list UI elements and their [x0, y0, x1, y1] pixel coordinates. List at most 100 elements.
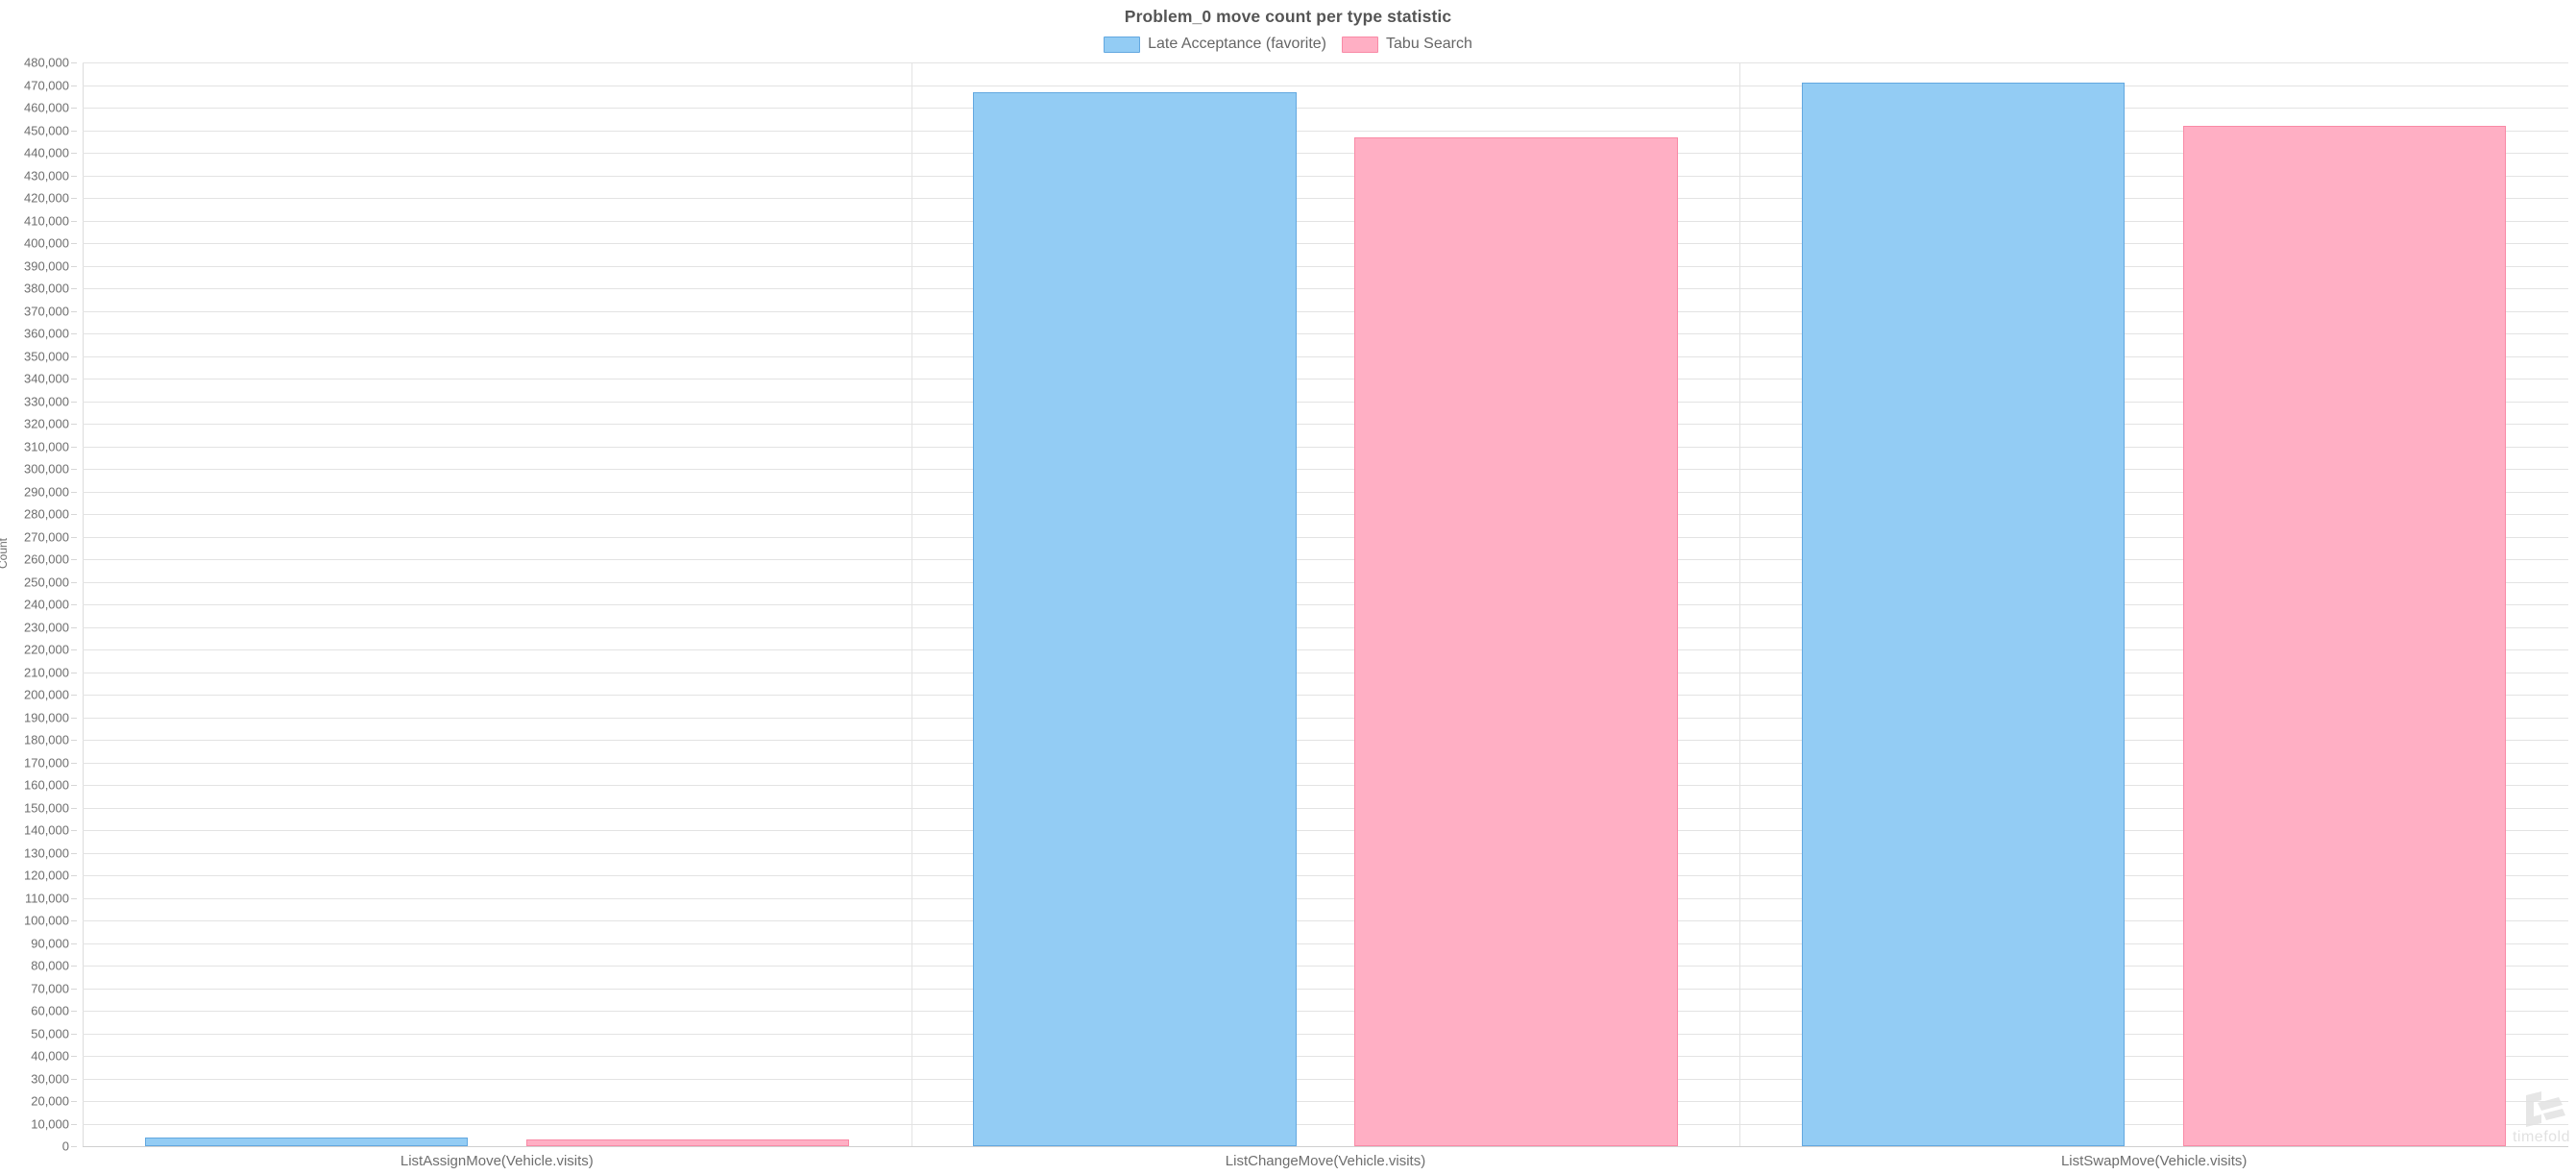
y-tick-label: 250,000	[24, 575, 69, 589]
gridline	[83, 220, 2568, 222]
gridline	[83, 1101, 2568, 1102]
bar[interactable]	[144, 1137, 469, 1146]
gridline	[83, 740, 2568, 741]
y-tick-label: 430,000	[24, 168, 69, 183]
y-tick-mark	[71, 559, 77, 560]
y-tick-label: 180,000	[24, 732, 69, 747]
y-tick-label: 450,000	[24, 123, 69, 137]
y-tick-label: 340,000	[24, 371, 69, 386]
bar[interactable]	[1354, 136, 1678, 1146]
gridline	[83, 469, 2568, 470]
y-tick-mark	[71, 1146, 77, 1147]
bar[interactable]	[2182, 125, 2507, 1146]
y-tick-label: 80,000	[31, 958, 69, 973]
gridline	[83, 153, 2568, 154]
legend-label: Late Acceptance (favorite)	[1148, 36, 1327, 52]
gridline	[83, 175, 2568, 177]
gridline	[83, 852, 2568, 854]
y-tick-label: 230,000	[24, 620, 69, 634]
gridline	[83, 785, 2568, 786]
gridline	[83, 626, 2568, 628]
gridline	[83, 401, 2568, 403]
y-tick-mark	[71, 897, 77, 899]
y-tick-label: 110,000	[24, 891, 69, 905]
y-tick-mark	[71, 1101, 77, 1102]
y-tick-label: 480,000	[24, 55, 69, 70]
gridline	[83, 424, 2568, 425]
gridline	[83, 288, 2568, 289]
y-tick-label: 30,000	[31, 1071, 69, 1086]
y-tick-label: 40,000	[31, 1048, 69, 1064]
gridline	[83, 988, 2568, 990]
y-tick-mark	[71, 198, 77, 199]
category-separator	[911, 62, 912, 1146]
y-tick-mark	[71, 807, 77, 809]
gridline	[83, 1146, 2568, 1147]
y-tick-label: 120,000	[24, 868, 69, 883]
y-tick-mark	[71, 108, 77, 109]
y-tick-mark	[71, 265, 77, 267]
bar[interactable]	[525, 1138, 849, 1146]
gridline	[83, 1123, 2568, 1125]
gridline	[83, 920, 2568, 921]
y-tick-label: 70,000	[31, 981, 69, 995]
y-tick-label: 140,000	[24, 822, 69, 838]
y-tick-label: 10,000	[31, 1116, 69, 1131]
y-tick-mark	[71, 785, 77, 786]
y-tick-label: 400,000	[24, 235, 69, 251]
gridline	[83, 581, 2568, 583]
y-tick-label: 380,000	[24, 281, 69, 296]
legend-swatch-icon	[1342, 36, 1379, 53]
gridline	[83, 807, 2568, 809]
y-tick-mark	[71, 740, 77, 741]
gridline	[83, 717, 2568, 719]
category-separator	[1739, 62, 1741, 1146]
y-tick-mark	[71, 424, 77, 425]
y-tick-label: 160,000	[24, 777, 69, 793]
y-tick-mark	[71, 695, 77, 696]
y-tick-label: 90,000	[31, 936, 69, 950]
y-tick-mark	[71, 649, 77, 650]
y-tick-label: 350,000	[24, 349, 69, 363]
y-tick-label: 370,000	[24, 304, 69, 318]
y-tick-mark	[71, 333, 77, 334]
y-tick-mark	[71, 288, 77, 289]
chart-legend: Late Acceptance (favorite) Tabu Search	[0, 36, 2576, 53]
y-tick-mark	[71, 762, 77, 764]
legend-item-late-acceptance[interactable]: Late Acceptance (favorite)	[1104, 36, 1326, 53]
gridline	[83, 491, 2568, 493]
y-tick-label: 460,000	[24, 100, 69, 115]
bar[interactable]	[973, 91, 1297, 1146]
y-tick-label: 240,000	[24, 597, 69, 612]
y-tick-mark	[71, 581, 77, 583]
y-tick-mark	[71, 988, 77, 990]
gridline	[83, 695, 2568, 696]
y-tick-label: 320,000	[24, 416, 69, 431]
page-title: Problem_0 move count per type statistic	[1124, 7, 1452, 26]
gridline	[83, 762, 2568, 764]
y-tick-mark	[71, 536, 77, 538]
gridline	[83, 265, 2568, 267]
y-tick-label: 50,000	[31, 1026, 69, 1040]
gridline	[83, 604, 2568, 605]
bar[interactable]	[1802, 83, 2126, 1146]
y-tick-mark	[71, 514, 77, 515]
gridline	[83, 1011, 2568, 1012]
y-tick-mark	[71, 469, 77, 470]
y-tick-mark	[71, 604, 77, 605]
y-tick-label: 310,000	[24, 439, 69, 453]
y-tick-mark	[71, 852, 77, 854]
y-tick-label: 440,000	[24, 145, 69, 160]
y-tick-label: 270,000	[24, 529, 69, 544]
y-tick-mark	[71, 830, 77, 831]
y-tick-label: 60,000	[31, 1003, 69, 1018]
y-tick-mark	[71, 220, 77, 222]
gridline	[83, 1078, 2568, 1080]
y-tick-label: 170,000	[24, 755, 69, 770]
legend-item-tabu-search[interactable]: Tabu Search	[1342, 36, 1472, 53]
gridline	[83, 62, 2568, 63]
y-tick-label: 470,000	[24, 78, 69, 92]
y-tick-mark	[71, 1078, 77, 1080]
y-tick-mark	[71, 401, 77, 403]
